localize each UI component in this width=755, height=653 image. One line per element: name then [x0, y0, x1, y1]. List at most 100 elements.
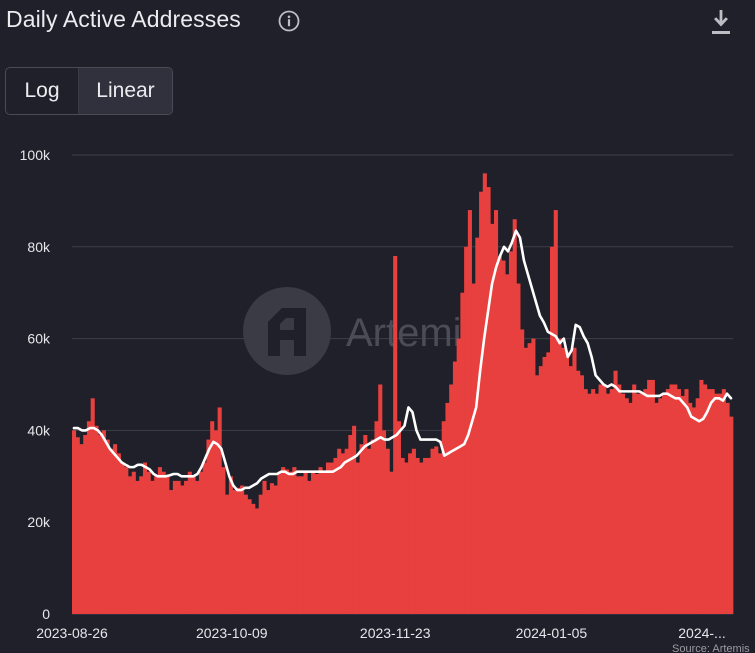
bar[interactable] — [191, 476, 196, 614]
bar[interactable] — [658, 398, 663, 614]
bar[interactable] — [680, 395, 685, 614]
bar[interactable] — [236, 487, 241, 614]
bar[interactable] — [475, 237, 480, 614]
bar[interactable] — [131, 471, 136, 614]
bar[interactable] — [654, 402, 659, 614]
bar[interactable] — [464, 246, 469, 615]
bar[interactable] — [564, 352, 570, 614]
bar[interactable] — [662, 393, 667, 614]
bar[interactable] — [609, 389, 614, 614]
bar[interactable] — [109, 448, 114, 614]
bar[interactable] — [258, 494, 263, 614]
bar[interactable] — [665, 389, 670, 614]
bar[interactable] — [311, 471, 316, 614]
bar[interactable] — [628, 402, 633, 614]
bar[interactable] — [381, 430, 387, 614]
bar[interactable] — [374, 421, 379, 614]
bar[interactable] — [486, 187, 491, 614]
bar[interactable] — [531, 338, 536, 614]
bar[interactable] — [650, 379, 655, 614]
bar[interactable] — [72, 430, 77, 614]
bar[interactable] — [314, 474, 319, 614]
bar[interactable] — [213, 430, 218, 614]
bar[interactable] — [617, 384, 622, 615]
bar[interactable] — [202, 462, 207, 614]
bar[interactable] — [154, 476, 159, 614]
bar[interactable] — [363, 434, 368, 614]
bar[interactable] — [516, 283, 521, 614]
bar[interactable] — [396, 421, 401, 614]
bar[interactable] — [172, 480, 177, 614]
bar[interactable] — [546, 352, 551, 614]
bar[interactable] — [729, 416, 734, 614]
bar[interactable] — [639, 393, 644, 614]
bar[interactable] — [493, 210, 499, 614]
bar[interactable] — [240, 485, 245, 614]
bar[interactable] — [389, 471, 394, 614]
bar[interactable] — [124, 467, 129, 614]
bar[interactable] — [538, 366, 543, 614]
bar[interactable] — [647, 379, 652, 614]
bar[interactable] — [176, 480, 181, 614]
bar[interactable] — [128, 476, 133, 614]
bar[interactable] — [385, 448, 390, 614]
bar[interactable] — [449, 384, 454, 615]
bar[interactable] — [322, 471, 327, 614]
bar[interactable] — [243, 494, 248, 614]
bar[interactable] — [251, 503, 256, 614]
bar[interactable] — [419, 462, 424, 614]
bar[interactable] — [206, 439, 211, 614]
bar[interactable] — [232, 490, 237, 614]
bar[interactable] — [378, 384, 383, 615]
bar[interactable] — [441, 421, 446, 614]
bar[interactable] — [587, 393, 592, 614]
bar[interactable] — [557, 338, 562, 614]
bar[interactable] — [135, 480, 140, 614]
bar[interactable] — [120, 462, 125, 614]
bar[interactable] — [703, 384, 708, 615]
bar[interactable] — [591, 389, 596, 614]
bar[interactable] — [116, 453, 121, 614]
bar[interactable] — [479, 191, 484, 614]
bar[interactable] — [725, 402, 730, 614]
bar[interactable] — [288, 471, 293, 614]
bar[interactable] — [527, 343, 532, 614]
bar[interactable] — [426, 457, 431, 614]
bar[interactable] — [542, 356, 547, 614]
bar[interactable] — [467, 210, 472, 614]
bar[interactable] — [86, 421, 92, 614]
bar[interactable] — [710, 389, 715, 614]
bar[interactable] — [266, 490, 271, 614]
bar[interactable] — [632, 384, 637, 615]
bar[interactable] — [198, 471, 204, 614]
bar[interactable] — [598, 384, 603, 615]
bar[interactable] — [337, 448, 342, 614]
download-icon[interactable] — [710, 8, 732, 36]
bar[interactable] — [669, 384, 674, 615]
bar[interactable] — [221, 467, 226, 614]
bar[interactable] — [344, 448, 349, 614]
bar[interactable] — [508, 251, 514, 614]
bar[interactable] — [423, 457, 428, 614]
bar[interactable] — [228, 476, 233, 614]
bar[interactable] — [635, 393, 640, 614]
bar[interactable] — [497, 255, 502, 615]
bar[interactable] — [355, 462, 360, 614]
bar[interactable] — [550, 246, 555, 615]
bar[interactable] — [445, 402, 450, 614]
bar[interactable] — [695, 398, 700, 614]
bar[interactable] — [180, 485, 185, 614]
bar[interactable] — [296, 476, 301, 614]
bar[interactable] — [676, 389, 682, 614]
bar[interactable] — [299, 476, 304, 614]
bar[interactable] — [292, 467, 297, 614]
bar[interactable] — [400, 457, 405, 614]
info-icon[interactable] — [278, 10, 300, 32]
bar[interactable] — [284, 469, 289, 614]
bar[interactable] — [161, 471, 166, 614]
bar[interactable] — [318, 467, 323, 614]
bar[interactable] — [579, 375, 584, 614]
bar[interactable] — [333, 457, 338, 614]
bar[interactable] — [613, 370, 618, 614]
bar[interactable] — [430, 448, 435, 614]
